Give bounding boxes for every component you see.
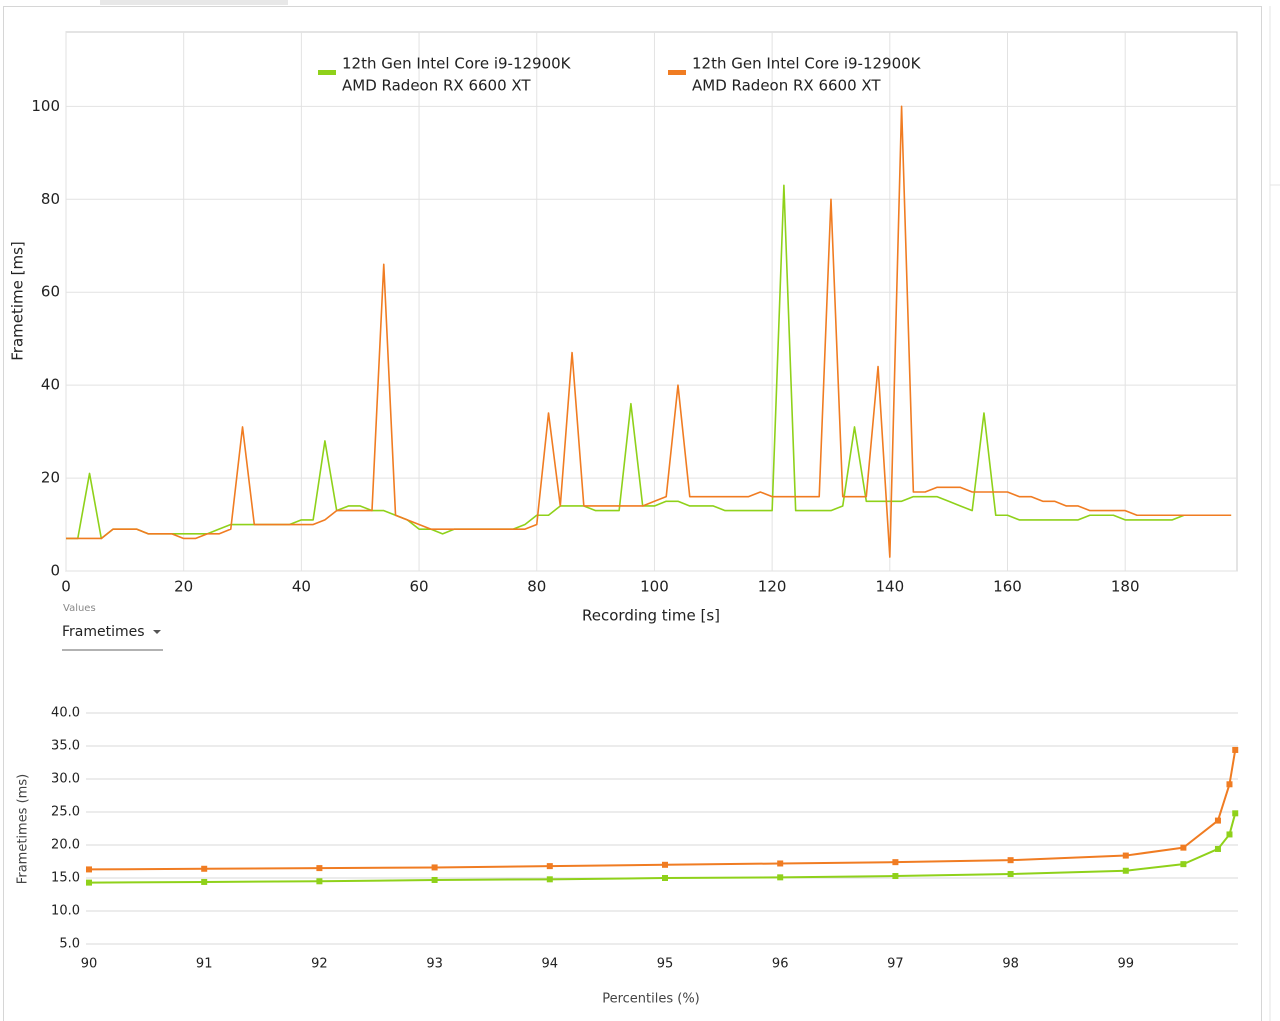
y-tick-label: 20 <box>41 469 60 487</box>
x-tick-label: 97 <box>887 957 904 972</box>
x-tick-label: 91 <box>196 957 213 972</box>
point-marker <box>201 878 208 885</box>
x-axis-title: Recording time [s] <box>582 607 720 625</box>
x-tick-label: 60 <box>410 578 429 596</box>
point-marker <box>546 863 553 870</box>
point-marker <box>1226 831 1233 838</box>
point-marker <box>1122 867 1129 874</box>
point-marker <box>1007 857 1014 864</box>
dropdown-text[interactable]: Frametimes <box>62 624 145 640</box>
point-marker <box>201 865 208 872</box>
dropdown-arrow[interactable] <box>153 630 161 634</box>
dropdown[interactable]: Frametimes <box>62 624 163 651</box>
x-tick-label: 100 <box>640 578 669 596</box>
legend-label: AMD Radeon RX 6600 XT <box>692 77 881 95</box>
point-marker <box>1232 746 1239 753</box>
x-tick-label: 99 <box>1118 957 1135 972</box>
point-marker <box>86 879 92 886</box>
y-tick-label: 0 <box>50 562 60 580</box>
y-tick-label: 60 <box>41 283 60 301</box>
x-tick-label: 40 <box>292 578 311 596</box>
x-tick-label: 94 <box>542 957 559 972</box>
plot-frame <box>65 31 1238 572</box>
values-label: Values <box>63 603 96 614</box>
point-marker <box>1122 852 1129 859</box>
point-marker <box>546 876 553 883</box>
legend-label: 12th Gen Intel Core i9-12900K <box>342 55 572 73</box>
point-marker <box>431 876 438 883</box>
y-tick-label: 80 <box>41 190 60 208</box>
legend-label: AMD Radeon RX 6600 XT <box>342 77 531 95</box>
point-marker <box>316 865 323 872</box>
x-tick-label: 0 <box>61 578 71 596</box>
series-line <box>88 813 1237 884</box>
point-marker <box>1214 817 1221 824</box>
series-line <box>66 105 1232 558</box>
y-tick-label: 15.0 <box>51 871 80 886</box>
point-marker <box>1180 844 1187 851</box>
y-tick-label: 40.0 <box>51 706 80 721</box>
y-tick-label: 5.0 <box>59 937 80 952</box>
y-axis-title: Frametime [ms] <box>9 241 27 361</box>
x-axis-title: Percentiles (%) <box>602 992 700 1007</box>
series-line <box>88 749 1237 871</box>
x-tick-label: 90 <box>81 957 98 972</box>
point-marker <box>777 874 784 881</box>
y-tick-label: 100 <box>31 97 60 115</box>
point-marker <box>892 859 899 866</box>
point-marker <box>1214 845 1221 852</box>
x-tick-label: 120 <box>758 578 787 596</box>
y-axis-title: Frametimes (ms) <box>16 774 31 884</box>
point-marker <box>662 861 668 868</box>
y-tick-label: 10.0 <box>51 904 80 919</box>
x-tick-label: 96 <box>772 957 789 972</box>
x-tick-label: 95 <box>657 957 674 972</box>
x-tick-label: 160 <box>993 578 1022 596</box>
x-tick-label: 140 <box>875 578 904 596</box>
point-marker <box>892 873 899 880</box>
y-tick-label: 40 <box>41 376 60 394</box>
point-marker <box>1007 871 1014 878</box>
point-marker <box>662 875 668 881</box>
tab[interactable] <box>100 0 288 5</box>
x-tick-label: 80 <box>527 578 546 596</box>
point-marker <box>316 878 323 885</box>
x-tick-label: 20 <box>174 578 193 596</box>
point-marker <box>1180 861 1187 868</box>
y-tick-label: 20.0 <box>51 838 80 853</box>
panel-frame <box>3 6 1262 1021</box>
point-marker <box>1226 781 1233 788</box>
legend-label: 12th Gen Intel Core i9-12900K <box>692 55 922 73</box>
point-marker <box>431 864 438 871</box>
point-marker <box>777 860 784 867</box>
legend-swatch <box>668 70 686 75</box>
y-tick-label: 25.0 <box>51 805 80 820</box>
legend-swatch <box>318 70 336 75</box>
x-tick-label: 180 <box>1111 578 1140 596</box>
y-tick-label: 35.0 <box>51 739 80 754</box>
y-tick-label: 30.0 <box>51 772 80 787</box>
point-marker <box>86 866 92 873</box>
x-tick-label: 92 <box>311 957 328 972</box>
point-marker <box>1232 810 1239 817</box>
x-tick-label: 98 <box>1002 957 1019 972</box>
x-tick-label: 93 <box>426 957 443 972</box>
